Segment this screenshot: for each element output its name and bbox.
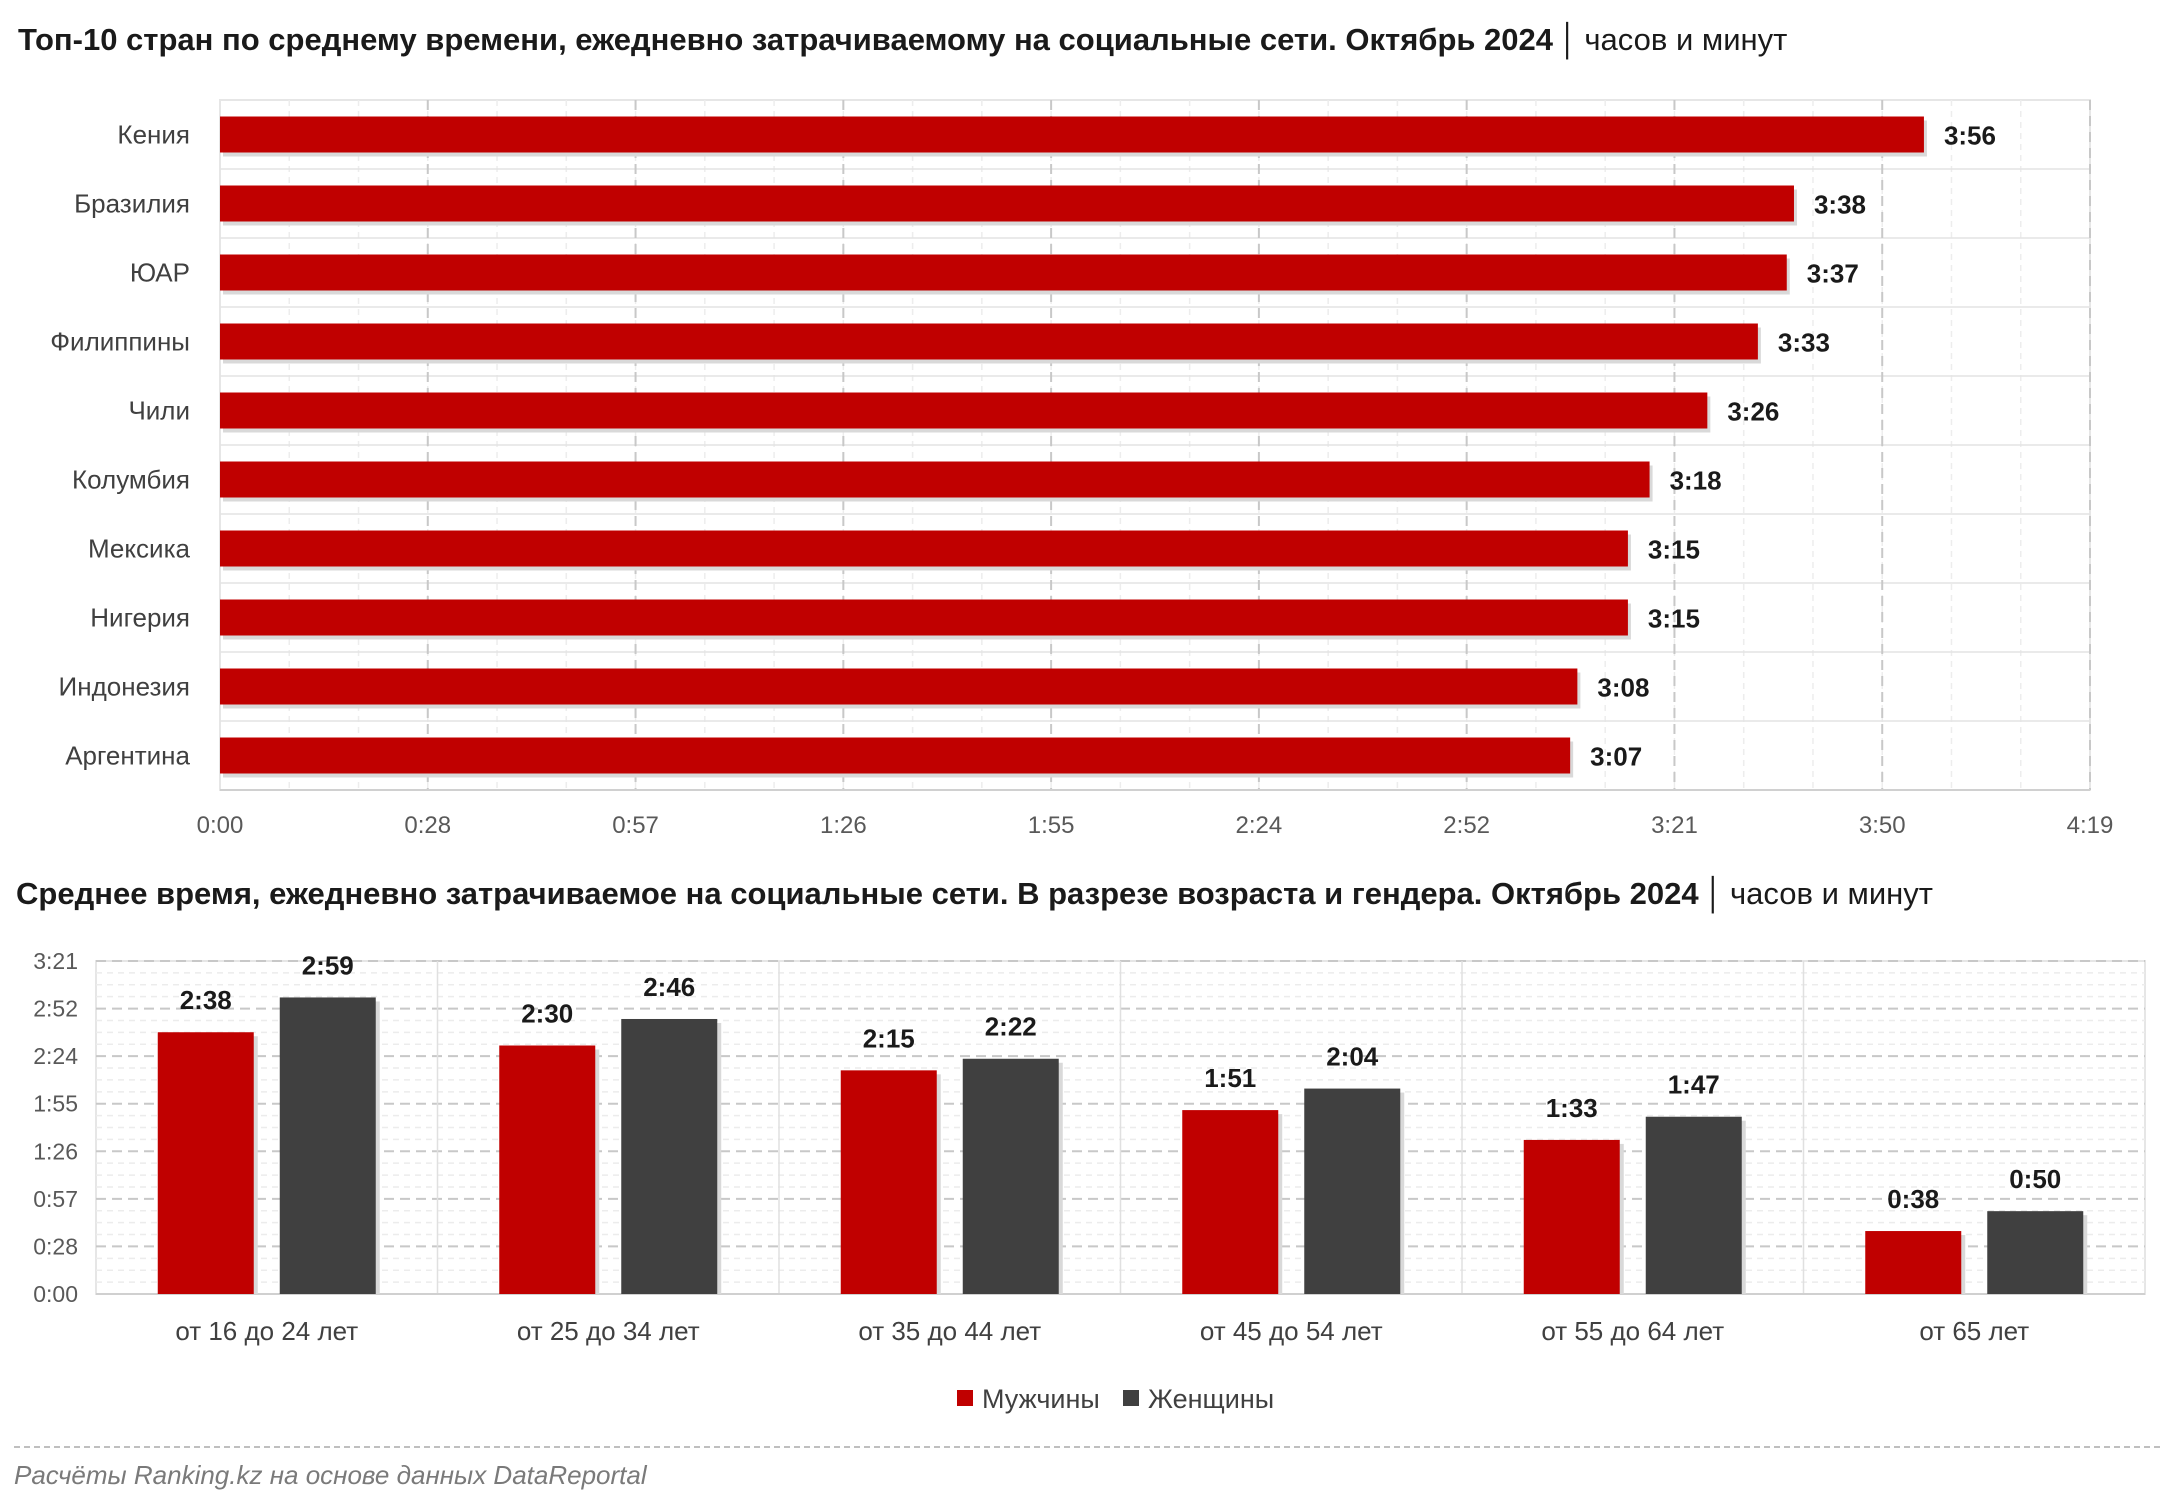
data-label: 3:08 <box>1597 673 1649 703</box>
category-label: Колумбия <box>72 465 190 495</box>
y-tick-label: 0:00 <box>33 1281 78 1307</box>
y-tick-label: 0:28 <box>33 1233 78 1259</box>
bar <box>220 461 1650 498</box>
y-tick-label: 0:57 <box>33 1186 78 1212</box>
bar <box>1304 1088 1401 1294</box>
category-label: Нигерия <box>90 603 190 633</box>
legend-label: Мужчины <box>982 1384 1100 1414</box>
chart-title-countries: Топ-10 стран по среднему времени, ежедне… <box>18 22 1788 57</box>
data-label: 2:30 <box>521 998 573 1028</box>
bar <box>220 599 1628 636</box>
footer-divider <box>14 1446 2160 1448</box>
x-tick-label: 0:28 <box>404 812 451 839</box>
bar <box>220 737 1571 774</box>
category-label: от 55 до 64 лет <box>1541 1316 1724 1346</box>
data-label: 0:50 <box>2009 1164 2061 1194</box>
data-label: 3:15 <box>1648 535 1700 565</box>
bar <box>220 668 1578 705</box>
data-label: 3:37 <box>1807 259 1859 289</box>
data-label: 1:47 <box>1668 1070 1720 1100</box>
data-label: 1:33 <box>1546 1093 1598 1123</box>
chart-title-main: Среднее время, ежедневно затрачиваемое н… <box>16 876 1699 911</box>
source-note: Расчёты Ranking.kz на основе данных Data… <box>14 1460 647 1490</box>
x-tick-label: 1:55 <box>1028 812 1075 839</box>
bar <box>621 1018 718 1294</box>
bar <box>157 1032 254 1294</box>
category-label: от 35 до 44 лет <box>858 1316 1041 1346</box>
data-label: 0:38 <box>1887 1184 1939 1214</box>
chart-title-age-gender: Среднее время, ежедневно затрачиваемое н… <box>16 876 1933 911</box>
bar <box>1182 1110 1279 1294</box>
bar <box>279 997 376 1294</box>
bar <box>220 116 1924 153</box>
legend-swatch <box>957 1390 973 1406</box>
bar <box>1645 1116 1742 1294</box>
data-label: 3:56 <box>1944 121 1996 151</box>
bar <box>220 392 1708 429</box>
bar <box>220 185 1794 222</box>
category-label: от 65 лет <box>1919 1316 2029 1346</box>
chart-title-main: Топ-10 стран по среднему времени, ежедне… <box>18 22 1554 57</box>
data-label: 3:07 <box>1590 742 1642 772</box>
category-label: от 16 до 24 лет <box>175 1316 358 1346</box>
bar <box>220 323 1758 360</box>
category-label: Мексика <box>88 534 191 564</box>
data-label: 1:51 <box>1204 1063 1256 1093</box>
country-bar-chart: 0:00 0:28 0:57 1:26 1:55 2:24 2:52 3:21 3:50 4:19… <box>50 99 2114 839</box>
data-label: 2:22 <box>985 1012 1037 1042</box>
bar <box>1865 1231 1962 1294</box>
x-tick-label: 0:57 <box>612 812 659 839</box>
y-tick-label: 1:55 <box>33 1091 78 1117</box>
data-label: 2:46 <box>643 972 695 1002</box>
x-tick-label: 1:26 <box>820 812 867 839</box>
x-tick-label: 2:24 <box>1236 812 1283 839</box>
category-label: ЮАР <box>130 258 190 288</box>
data-label: 3:26 <box>1727 397 1779 427</box>
bar <box>962 1058 1059 1294</box>
legend-label: Женщины <box>1148 1384 1274 1414</box>
chart-title-unit: часов и минут <box>1584 22 1788 57</box>
y-tick-label: 3:21 <box>33 948 78 974</box>
data-label: 2:38 <box>180 985 232 1015</box>
data-label: 3:33 <box>1778 328 1830 358</box>
category-label: Чили <box>128 396 190 426</box>
category-label: Индонезия <box>59 672 190 702</box>
bar <box>220 254 1787 291</box>
bar <box>1523 1139 1620 1294</box>
category-label: Аргентина <box>65 741 190 771</box>
category-label: Филиппины <box>50 327 190 357</box>
chart-title-unit: часов и минут <box>1730 876 1933 911</box>
legend: Мужчины Женщины <box>957 1384 1274 1414</box>
y-tick-label: 2:52 <box>33 996 78 1022</box>
data-label: 2:04 <box>1326 1042 1379 1072</box>
x-tick-label: 3:50 <box>1859 812 1906 839</box>
legend-swatch <box>1123 1390 1139 1406</box>
y-tick-label: 2:24 <box>33 1043 78 1069</box>
x-tick-label: 4:19 <box>2067 812 2114 839</box>
bar <box>1987 1211 2084 1294</box>
x-tick-label: 3:21 <box>1651 812 1698 839</box>
bar <box>840 1070 937 1294</box>
data-label: 3:38 <box>1814 190 1866 220</box>
x-tick-label: 0:00 <box>197 812 244 839</box>
category-label: от 45 до 54 лет <box>1200 1316 1383 1346</box>
y-tick-label: 1:26 <box>33 1138 78 1164</box>
bar <box>220 530 1628 567</box>
bar <box>499 1045 596 1294</box>
data-label: 2:15 <box>863 1023 915 1053</box>
category-label: от 25 до 34 лет <box>517 1316 700 1346</box>
category-label: Бразилия <box>74 189 190 219</box>
category-label: Кения <box>117 120 190 150</box>
data-label: 3:15 <box>1648 604 1700 634</box>
x-tick-label: 2:52 <box>1443 812 1490 839</box>
data-label: 3:18 <box>1670 466 1722 496</box>
data-label: 2:59 <box>302 950 354 980</box>
